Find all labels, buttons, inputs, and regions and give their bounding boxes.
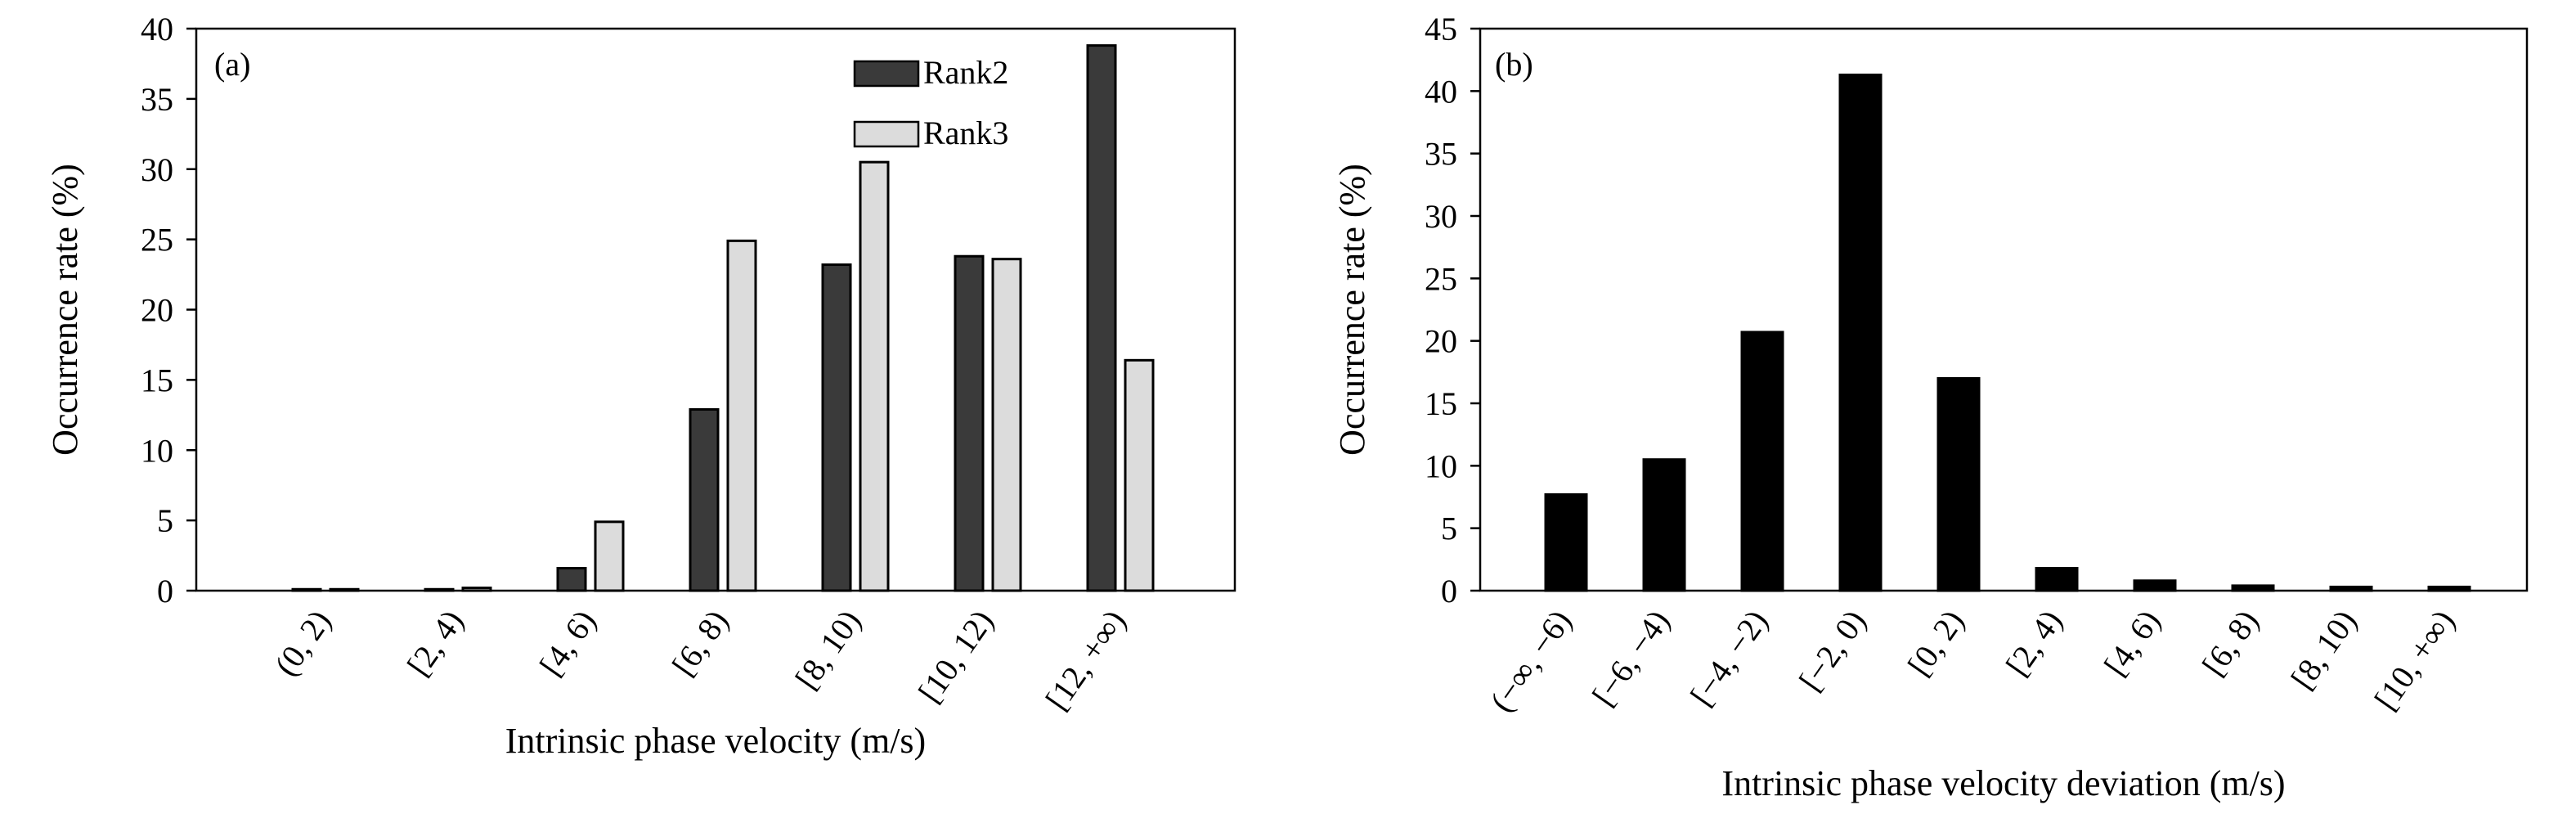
y-tick-label: 0: [1441, 573, 1457, 609]
bar-rank3-6: [1124, 358, 1155, 592]
legend-label-rank2: Rank2: [923, 54, 1008, 91]
x-category-label: [6, 8): [2195, 603, 2266, 682]
x-axis-title: Intrinsic phase velocity deviation (m/s): [1721, 763, 2285, 803]
y-tick-label: 15: [1425, 385, 1457, 422]
x-category-label: [4, 6): [532, 603, 604, 682]
x-category-label: [6, 8): [665, 603, 736, 682]
bar-rank2-0: [291, 587, 322, 592]
y-tick-label: 35: [1425, 136, 1457, 173]
x-category-label: (−∞, −6): [1483, 603, 1578, 718]
bar-rank3-1: [461, 587, 492, 592]
bar-series-8: [2329, 585, 2373, 592]
x-category-label: [2, 4): [1999, 603, 2070, 682]
x-category-label: [10, +∞): [2367, 603, 2462, 717]
bar-rank2-4: [821, 263, 852, 592]
bar-rank2-1: [424, 587, 455, 592]
bar-rank2-6: [1086, 44, 1117, 592]
x-category-label: [−6, −4): [1585, 603, 1676, 713]
legend-swatch-rank2: [853, 60, 920, 88]
bar-rank2-5: [954, 254, 985, 592]
chart-panel-a: 0 5 10 15 20 25 30 35 40 (0, 2) [2, 4) [4, 6) [6, 8)…: [45, 11, 1236, 761]
bar-rank3-0: [329, 587, 360, 592]
y-tick-label: 15: [141, 362, 173, 398]
bar-rank2-2: [556, 567, 587, 592]
x-category-label: (0, 2): [267, 603, 339, 682]
bar-series-6: [2133, 579, 2177, 592]
legend: Rank2 Rank3: [853, 54, 1008, 151]
bar-series-0: [1544, 492, 1588, 592]
y-tick-label: 25: [141, 222, 173, 259]
x-category-label: [12, +∞): [1039, 603, 1133, 717]
x-category-label: [0, 2): [1901, 603, 1972, 682]
panel-label: (a): [214, 46, 250, 83]
y-tick-label: 25: [1425, 260, 1457, 297]
x-axis-title: Intrinsic phase velocity (m/s): [505, 721, 926, 761]
y-tick-label: 10: [1425, 447, 1457, 484]
x-category-label: [8, 10): [2283, 603, 2363, 695]
bar-rank3-5: [991, 258, 1022, 592]
panel-label: (b): [1495, 46, 1533, 83]
bar-series-1: [1642, 458, 1686, 592]
y-tick-label: 40: [141, 11, 173, 47]
legend-swatch-rank3: [853, 120, 920, 148]
y-tick-label: 5: [1441, 510, 1457, 547]
y-axis-title: Occurrence rate (%): [1332, 164, 1372, 456]
x-category-label: [4, 6): [2097, 603, 2168, 682]
bar-series-3: [1838, 73, 1883, 592]
y-tick-label: 20: [1425, 323, 1457, 360]
x-category-label: [8, 10): [788, 603, 868, 695]
bar-series-9: [2427, 585, 2471, 592]
bar-series-2: [1740, 331, 1784, 592]
bar-rank2-3: [689, 407, 720, 592]
bar-series-4: [1936, 376, 1981, 592]
bar-rank3-2: [594, 520, 625, 592]
y-tick-label: 5: [157, 502, 173, 539]
y-tick-label: 0: [157, 573, 173, 609]
x-category-label: [−2, 0): [1792, 603, 1873, 697]
bar-rank3-4: [859, 160, 890, 592]
x-category-label: [10, 12): [911, 603, 1000, 709]
y-tick-label: 40: [1425, 73, 1457, 110]
plot-area-frame: [1479, 27, 2529, 592]
bar-series-5: [2035, 567, 2079, 592]
y-tick-label: 30: [141, 151, 173, 188]
y-tick-label: 20: [141, 292, 173, 329]
y-tick-label: 35: [141, 81, 173, 118]
legend-label-rank3: Rank3: [923, 115, 1008, 151]
y-tick-label: 10: [141, 432, 173, 469]
y-tick-label: 45: [1425, 11, 1457, 47]
y-axis-title: Occurrence rate (%): [45, 164, 85, 456]
x-category-label: [−4, −2): [1683, 603, 1775, 713]
bar-rank3-3: [726, 239, 757, 592]
y-tick-label: 30: [1425, 198, 1457, 235]
bar-series-7: [2231, 584, 2275, 592]
x-category-label: [2, 4): [400, 603, 471, 682]
chart-panel-b: 0 5 10 15 20 25 30 35 40 45 (−∞, −6) [−6, −4) [−4, −…: [1332, 11, 2529, 803]
